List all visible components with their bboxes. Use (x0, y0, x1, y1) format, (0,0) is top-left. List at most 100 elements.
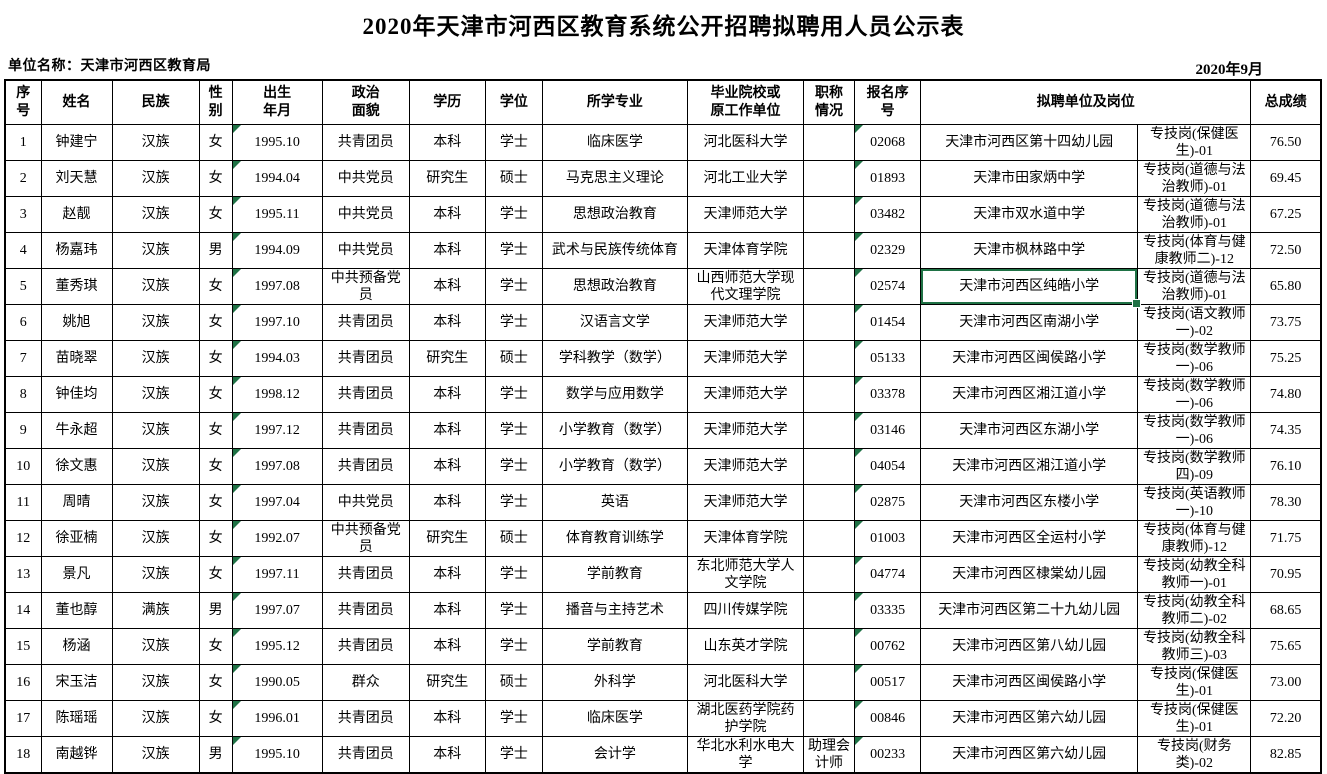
cell-ethnicity[interactable]: 汉族 (111, 736, 200, 774)
cell-name[interactable]: 牛永超 (40, 412, 113, 449)
cell-political-status[interactable]: 共青团员 (321, 124, 410, 161)
cell-registration-no[interactable]: 00846 (854, 700, 922, 737)
cell-birth-date[interactable]: 1995.12 (231, 628, 323, 665)
cell-ethnicity[interactable]: 汉族 (111, 628, 200, 665)
cell-birth-date[interactable]: 1997.10 (231, 304, 323, 341)
cell-total-score[interactable]: 67.25 (1250, 196, 1322, 233)
cell-political-status[interactable]: 共青团员 (321, 376, 410, 413)
cell-proposed-position[interactable]: 专技岗(幼教全科教师一)-01 (1137, 556, 1252, 593)
cell-gender[interactable]: 女 (198, 268, 233, 305)
cell-proposed-unit[interactable]: 天津市河西区南湖小学 (920, 304, 1139, 341)
cell-gender[interactable]: 女 (198, 412, 233, 449)
column-header[interactable]: 政治 面貌 (321, 79, 410, 125)
cell-proposed-position[interactable]: 专技岗(保健医生)-01 (1137, 124, 1252, 161)
cell-political-status[interactable]: 中共党员 (321, 484, 410, 521)
cell-education[interactable]: 本科 (408, 304, 486, 341)
cell-degree[interactable]: 学士 (484, 196, 543, 233)
cell-no[interactable]: 5 (4, 268, 42, 305)
cell-ethnicity[interactable]: 汉族 (111, 160, 200, 197)
cell-name[interactable]: 杨涵 (40, 628, 113, 665)
cell-total-score[interactable]: 74.35 (1250, 412, 1322, 449)
cell-registration-no[interactable]: 03378 (854, 376, 922, 413)
cell-major[interactable]: 英语 (541, 484, 688, 521)
cell-political-status[interactable]: 共青团员 (321, 340, 410, 377)
cell-major[interactable]: 思想政治教育 (541, 196, 688, 233)
cell-job-title[interactable] (803, 412, 856, 449)
cell-name[interactable]: 赵靓 (40, 196, 113, 233)
cell-school[interactable]: 天津师范大学 (686, 376, 805, 413)
cell-proposed-position[interactable]: 专技岗(道德与法治教师)-01 (1137, 160, 1252, 197)
cell-major[interactable]: 学前教育 (541, 556, 688, 593)
cell-gender[interactable]: 男 (198, 592, 233, 629)
cell-degree[interactable]: 学士 (484, 628, 543, 665)
cell-degree[interactable]: 学士 (484, 484, 543, 521)
cell-total-score[interactable]: 72.20 (1250, 700, 1322, 737)
cell-no[interactable]: 12 (4, 520, 42, 557)
selected-cell-proposed-unit[interactable]: 天津市河西区纯皓小学 (920, 268, 1142, 308)
cell-name[interactable]: 董秀琪 (40, 268, 113, 305)
cell-political-status[interactable]: 共青团员 (321, 304, 410, 341)
cell-gender[interactable]: 女 (198, 376, 233, 413)
cell-birth-date[interactable]: 1992.07 (231, 520, 323, 557)
cell-ethnicity[interactable]: 汉族 (111, 484, 200, 521)
cell-ethnicity[interactable]: 汉族 (111, 412, 200, 449)
column-header[interactable]: 民族 (111, 79, 200, 125)
cell-major[interactable]: 学前教育 (541, 628, 688, 665)
cell-education[interactable]: 研究生 (408, 160, 486, 197)
cell-education[interactable]: 本科 (408, 268, 486, 305)
cell-name[interactable]: 宋玉洁 (40, 664, 113, 701)
cell-major[interactable]: 汉语言文学 (541, 304, 688, 341)
cell-education[interactable]: 本科 (408, 628, 486, 665)
cell-total-score[interactable]: 69.45 (1250, 160, 1322, 197)
cell-registration-no[interactable]: 01003 (854, 520, 922, 557)
cell-proposed-unit[interactable]: 天津市双水道中学 (920, 196, 1139, 233)
cell-major[interactable]: 临床医学 (541, 124, 688, 161)
cell-major[interactable]: 武术与民族传统体育 (541, 232, 688, 269)
cell-proposed-position[interactable]: 专技岗(道德与法治教师)-01 (1137, 196, 1252, 233)
cell-registration-no[interactable]: 04054 (854, 448, 922, 485)
column-header[interactable]: 学历 (408, 79, 486, 125)
cell-school[interactable]: 山东英才学院 (686, 628, 805, 665)
cell-registration-no[interactable]: 02875 (854, 484, 922, 521)
cell-political-status[interactable]: 共青团员 (321, 412, 410, 449)
cell-major[interactable]: 小学教育（数学） (541, 412, 688, 449)
cell-name[interactable]: 苗晓翠 (40, 340, 113, 377)
cell-proposed-unit[interactable]: 天津市河西区第六幼儿园 (920, 700, 1139, 737)
column-header[interactable]: 拟聘单位及岗位 (920, 79, 1252, 125)
cell-proposed-unit[interactable]: 天津市河西区第八幼儿园 (920, 628, 1139, 665)
cell-name[interactable]: 景凡 (40, 556, 113, 593)
cell-name[interactable]: 陈瑶瑶 (40, 700, 113, 737)
cell-job-title[interactable] (803, 556, 856, 593)
cell-education[interactable]: 本科 (408, 448, 486, 485)
cell-gender[interactable]: 女 (198, 340, 233, 377)
cell-gender[interactable]: 女 (198, 196, 233, 233)
cell-birth-date[interactable]: 1997.12 (231, 412, 323, 449)
cell-degree[interactable]: 学士 (484, 304, 543, 341)
cell-political-status[interactable]: 共青团员 (321, 592, 410, 629)
cell-proposed-position[interactable]: 专技岗(道德与法治教师)-01 (1137, 268, 1252, 305)
cell-birth-date[interactable]: 1996.01 (231, 700, 323, 737)
cell-school[interactable]: 四川传媒学院 (686, 592, 805, 629)
cell-gender[interactable]: 女 (198, 556, 233, 593)
cell-birth-date[interactable]: 1997.07 (231, 592, 323, 629)
cell-education[interactable]: 本科 (408, 124, 486, 161)
cell-major[interactable]: 临床医学 (541, 700, 688, 737)
cell-job-title[interactable] (803, 304, 856, 341)
cell-school[interactable]: 天津师范大学 (686, 412, 805, 449)
cell-job-title[interactable] (803, 124, 856, 161)
cell-education[interactable]: 本科 (408, 196, 486, 233)
cell-gender[interactable]: 女 (198, 124, 233, 161)
column-header[interactable]: 毕业院校或 原工作单位 (686, 79, 805, 125)
cell-job-title[interactable]: 助理会计师 (803, 736, 856, 774)
cell-gender[interactable]: 女 (198, 520, 233, 557)
cell-major[interactable]: 数学与应用数学 (541, 376, 688, 413)
cell-total-score[interactable]: 68.65 (1250, 592, 1322, 629)
cell-proposed-position[interactable]: 专技岗(体育与健康教师二)-12 (1137, 232, 1252, 269)
cell-ethnicity[interactable]: 汉族 (111, 700, 200, 737)
cell-ethnicity[interactable]: 汉族 (111, 340, 200, 377)
column-header[interactable]: 姓名 (40, 79, 113, 125)
cell-gender[interactable]: 男 (198, 736, 233, 774)
cell-registration-no[interactable]: 00762 (854, 628, 922, 665)
cell-school[interactable]: 湖北医药学院药护学院 (686, 700, 805, 737)
cell-no[interactable]: 6 (4, 304, 42, 341)
